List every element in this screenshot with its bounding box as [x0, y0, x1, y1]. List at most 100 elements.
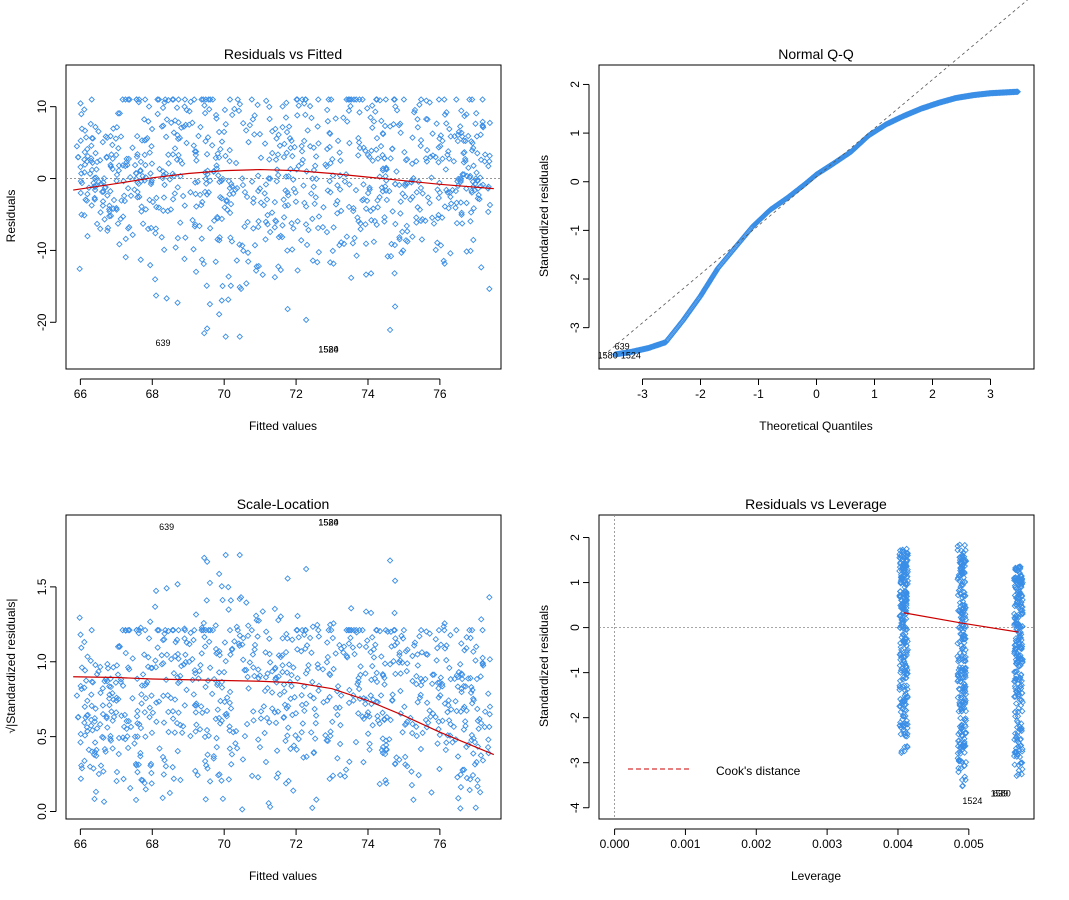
residual-point: [189, 216, 196, 224]
scale-location-point: [392, 760, 399, 767]
scale-location-point: [460, 726, 468, 733]
scale-location-point: [323, 737, 330, 744]
scale-location-point: [429, 671, 436, 678]
residual-point: [472, 110, 480, 117]
x-axis-label: Theoretical Quantiles: [759, 419, 872, 433]
residual-point: [206, 300, 214, 308]
scale-location-point: [171, 696, 179, 703]
residual-point: [222, 152, 229, 160]
residual-point: [77, 177, 85, 185]
scale-location-point: [417, 691, 424, 699]
scale-location-point: [284, 702, 292, 710]
scale-location-point: [271, 709, 279, 716]
residual-point: [236, 333, 244, 340]
scale-location-point: [210, 755, 217, 762]
residual-point: [330, 224, 337, 231]
residual-point: [201, 109, 209, 117]
scale-location-point: [255, 666, 262, 673]
residual-point: [404, 238, 411, 245]
residual-point: [309, 215, 316, 223]
residual-point: [486, 201, 494, 209]
residual-point: [137, 167, 144, 174]
residual-point: [119, 162, 127, 169]
residual-point: [401, 148, 408, 156]
scale-location-point: [201, 633, 208, 641]
outlier-label: 1580: [318, 344, 338, 354]
residual-point: [192, 221, 199, 228]
residual-point: [327, 96, 335, 103]
scale-location-point: [461, 703, 468, 711]
residual-point: [148, 143, 155, 150]
residual-point: [315, 248, 323, 256]
scale-location-point: [137, 624, 144, 631]
scale-location-point: [413, 672, 420, 680]
scale-location-point: [330, 620, 337, 627]
residual-point: [183, 139, 190, 147]
scale-location-point: [345, 640, 353, 647]
residual-point: [214, 215, 221, 222]
residual-point: [107, 187, 114, 195]
residual-point: [119, 96, 126, 103]
qq-reference-line: [598, 0, 1029, 360]
scale-location-point: [171, 729, 179, 736]
leverage-point: [962, 723, 969, 730]
residual-point: [87, 155, 95, 162]
residual-point: [373, 96, 381, 103]
scale-location-point: [268, 689, 276, 696]
scale-location-point: [486, 710, 493, 718]
scale-location-point: [118, 712, 125, 720]
residuals-vs-fitted-panel: Residuals vs Fitted Fitted values Residu…: [4, 46, 502, 433]
scale-location-point: [294, 626, 301, 634]
scale-location-point: [215, 669, 223, 676]
scale-location-point: [81, 638, 88, 646]
scale-location-point: [284, 732, 291, 739]
scale-location-point: [206, 778, 214, 785]
x-tick-label: 76: [433, 837, 447, 851]
residual-point: [181, 255, 188, 263]
residual-point: [409, 193, 416, 201]
scale-location-point: [432, 713, 439, 721]
scale-location-point: [449, 739, 456, 746]
residual-point: [169, 96, 176, 103]
scale-location-point: [202, 683, 209, 691]
residual-point: [443, 109, 450, 116]
residual-point: [241, 223, 248, 230]
residual-point: [393, 168, 400, 175]
scale-location-point: [204, 751, 211, 758]
scale-location-point: [109, 717, 116, 724]
residual-point: [116, 110, 123, 117]
scale-location-point: [135, 761, 142, 768]
scale-location-point: [142, 680, 150, 688]
residual-point: [302, 221, 310, 228]
residual-point: [298, 237, 305, 244]
outlier-label: 639: [156, 338, 171, 348]
residual-point: [466, 172, 474, 180]
residual-point: [174, 184, 181, 191]
y-tick-label: 2: [568, 534, 582, 541]
residual-point: [402, 180, 409, 188]
scale-location-point: [470, 696, 478, 704]
scale-location-point: [113, 697, 120, 704]
scale-location-point: [134, 707, 141, 715]
leverage-point: [955, 757, 963, 764]
residual-point: [486, 285, 493, 293]
scale-location-point: [148, 780, 155, 787]
scale-location-point: [337, 692, 345, 699]
scale-location-point: [226, 745, 234, 752]
scale-location-point: [175, 626, 182, 634]
scale-location-point: [199, 709, 206, 716]
residual-point: [257, 154, 265, 161]
scale-location-point: [381, 750, 389, 758]
residual-point: [453, 219, 461, 227]
residual-point: [441, 260, 448, 267]
leverage-point: [1019, 596, 1026, 604]
residual-point: [323, 106, 331, 114]
leverage-point: [962, 730, 969, 737]
residual-point: [137, 158, 145, 166]
leverage-point: [1012, 668, 1019, 676]
scale-location-point: [355, 674, 362, 682]
scale-location-point: [248, 772, 256, 780]
residual-point: [160, 246, 168, 253]
scale-location-point: [192, 728, 199, 735]
residual-point: [81, 127, 89, 134]
